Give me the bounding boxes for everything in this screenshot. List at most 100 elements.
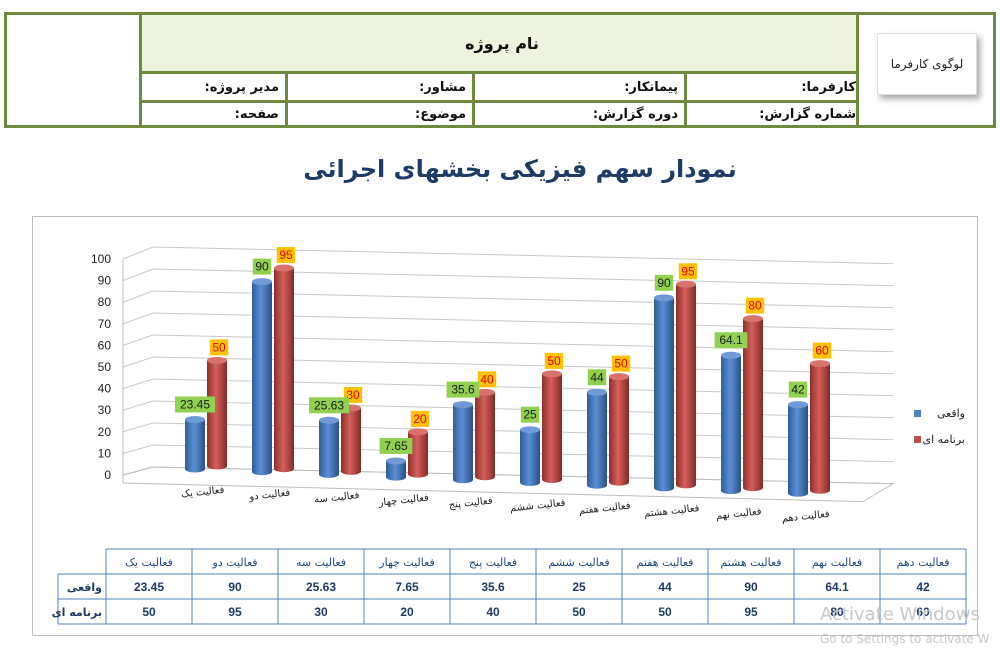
table-header-cell: فعالیت دو [211, 556, 257, 569]
data-label-actual-bg [788, 381, 808, 398]
bar-planned-top [207, 356, 227, 364]
bar-planned-top [609, 373, 629, 381]
data-label-actual: 25 [523, 408, 537, 422]
bar-actual-top [654, 294, 674, 302]
bar-planned-base [408, 470, 428, 478]
report-period-field: دوره گزارش: [472, 103, 684, 125]
data-label-planned-bg [276, 247, 296, 264]
chart-floor [122, 466, 895, 503]
table-header-cell: فعالیت هفتم [637, 556, 694, 569]
bar-planned-base [207, 462, 227, 470]
data-label-planned: 30 [346, 388, 360, 402]
table-header-cell: فعالیت ششم [548, 556, 609, 569]
data-label-planned: 80 [748, 299, 762, 313]
bar-planned-top [475, 388, 495, 396]
bar-planned-base [810, 486, 830, 494]
table-cell: 35.6 [481, 580, 505, 594]
table-cell: 50 [572, 605, 586, 619]
x-tick-label: فعالیت نهم [715, 506, 762, 522]
data-label-actual-bg [714, 332, 748, 349]
table-cell: 40 [486, 605, 500, 619]
chart-title: نمودار سهم فیزیکی بخشهای اجرائی [303, 155, 737, 183]
bar-actual-base [520, 479, 540, 486]
bar-planned [475, 392, 495, 477]
side-gridline [122, 444, 154, 454]
legend-label-planned: برنامه ای [923, 433, 966, 446]
data-label-actual: 64.1 [719, 333, 743, 347]
legend-swatch-actual [914, 410, 921, 417]
bar-actual-top [252, 278, 272, 286]
bar-actual-base [252, 468, 272, 476]
table-cell: 95 [228, 605, 242, 619]
side-gridline [122, 334, 154, 346]
x-tick-label: فعالیت پنج [448, 496, 493, 512]
y-tick-label: 90 [98, 274, 112, 288]
y-tick-label: 60 [98, 338, 112, 352]
bar-actual-base [788, 489, 808, 497]
client-logo-text: لوگوی کارفرما [890, 57, 964, 71]
data-label-planned: 95 [681, 264, 695, 278]
data-label-planned-bg [209, 339, 229, 356]
bar-planned [676, 284, 696, 485]
data-label-planned-bg [611, 355, 631, 372]
side-gridline [122, 290, 154, 303]
x-tick-label: فعالیت دهم [781, 509, 830, 525]
y-tick-label: 100 [91, 252, 111, 266]
table-cell: 50 [142, 605, 156, 619]
bar-planned [408, 431, 428, 475]
y-tick-label: 20 [98, 425, 112, 439]
bar-planned [207, 360, 227, 466]
legend-swatch-planned [914, 436, 921, 443]
table-cell: 20 [400, 605, 414, 619]
bar-actual-top [185, 415, 205, 423]
bar-planned-top [743, 315, 763, 323]
legend-label-actual: واقعی [937, 407, 965, 420]
bar-planned-base [609, 478, 629, 486]
side-gridline [122, 246, 154, 260]
bar-planned [810, 363, 830, 491]
table-cell: 7.65 [395, 580, 419, 594]
bar-actual-base [654, 484, 674, 492]
bar-planned-base [743, 484, 763, 492]
bar-planned-top [810, 360, 830, 368]
data-label-actual: 25.63 [314, 398, 344, 412]
bar-actual [587, 392, 607, 486]
bar-actual-base [319, 470, 339, 478]
table-cell: 90 [228, 580, 242, 594]
data-label-planned: 20 [413, 412, 427, 426]
bar-actual [185, 419, 205, 469]
bar-planned [609, 376, 629, 483]
table-header-cell: فعالیت چهار [378, 556, 434, 569]
side-gridline [122, 356, 154, 368]
table-header-cell: فعالیت سه [296, 556, 346, 569]
data-label-actual: 44 [590, 370, 604, 384]
side-gridline [122, 400, 154, 411]
table-header-cell: فعالیت دهم [897, 556, 950, 569]
client-logo: لوگوی کارفرما [877, 33, 977, 95]
bar-planned [542, 373, 562, 480]
side-gridline [122, 268, 154, 282]
watermark-line-1: Activate Windows [820, 604, 980, 625]
table-cell: 44 [658, 580, 672, 594]
data-label-planned: 95 [279, 248, 293, 262]
chart-frame: 0 10 20 30 40 50 60 70 80 90 100 50 23.45 فعالیت یک 95… [32, 216, 978, 636]
bar-planned-base [676, 481, 696, 489]
table-cell: 95 [744, 605, 758, 619]
bar-planned-top [542, 370, 562, 378]
gridline [152, 246, 894, 265]
y-tick-label: 50 [98, 360, 112, 374]
data-label-planned: 50 [547, 354, 561, 368]
bar-actual-top [721, 351, 741, 359]
bar-actual [453, 404, 473, 480]
bar-actual-base [721, 487, 741, 495]
bar-actual-top [453, 401, 473, 409]
data-label-actual-bg [587, 369, 607, 386]
project-manager-field: مدیر پروژه: [204, 79, 279, 95]
table-header-cell: فعالیت پنج [469, 556, 517, 569]
report-number-field: شماره گزارش: [684, 103, 862, 125]
data-label-planned-bg [410, 410, 430, 427]
table-cell: 50 [658, 605, 672, 619]
consultant-field: مشاور: [285, 74, 472, 100]
logo-cell: لوگوی کارفرما [856, 15, 993, 125]
bar-actual-base [453, 476, 473, 484]
